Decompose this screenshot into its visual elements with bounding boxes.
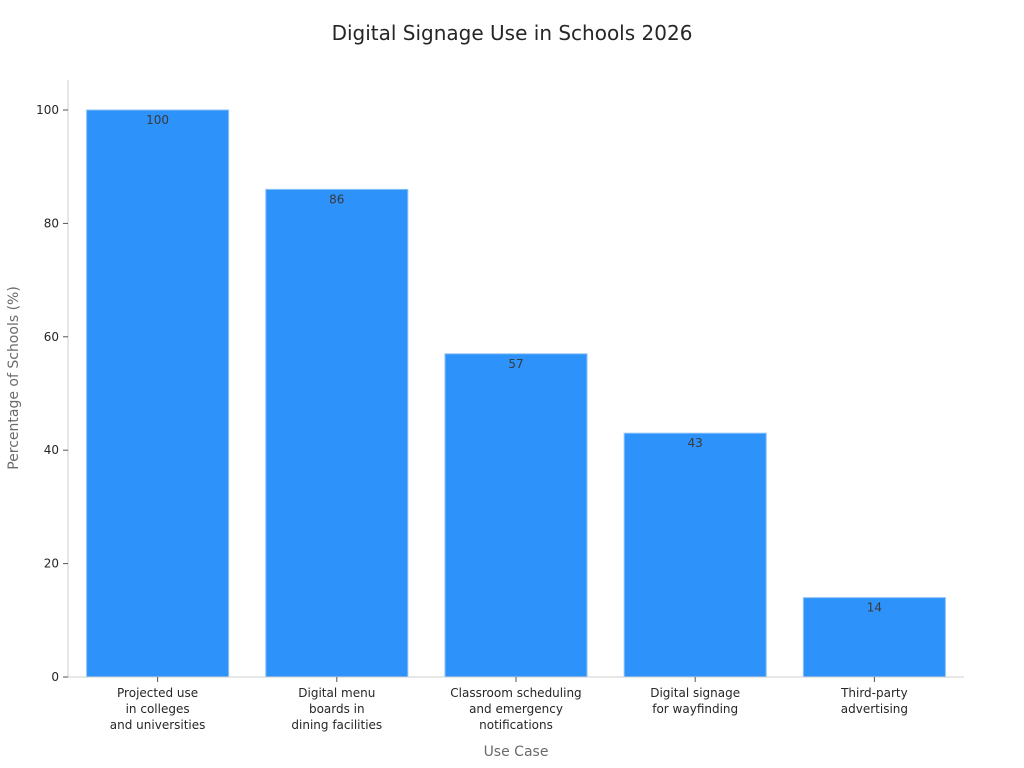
bar-3 bbox=[623, 432, 767, 678]
y-tick-label-3: 60 bbox=[44, 330, 59, 344]
data-label-0: 100 bbox=[146, 113, 169, 127]
y-tick-label-4: 80 bbox=[44, 216, 59, 230]
bars-group bbox=[86, 109, 946, 678]
x-tick-label-2: Classroom scheduling and emergency notific… bbox=[450, 686, 581, 732]
data-label-2: 57 bbox=[508, 357, 523, 371]
data-label-1: 86 bbox=[329, 192, 344, 206]
x-tick-label-4: Third-party advertising bbox=[840, 686, 908, 716]
x-tick-label-1: Digital menu boards in dining facilities bbox=[291, 686, 382, 732]
bar-4 bbox=[802, 597, 946, 678]
bar-0 bbox=[86, 109, 230, 678]
bar-2 bbox=[444, 353, 588, 678]
y-tick-label-5: 100 bbox=[36, 103, 59, 117]
y-axis-label: Percentage of Schools (%) bbox=[6, 286, 22, 470]
x-tick-label-3: Digital signage for wayfinding bbox=[650, 686, 740, 716]
data-labels-group: 100 86 57 43 14 bbox=[146, 113, 882, 615]
x-ticks-group: Projected use in colleges and universities… bbox=[110, 677, 908, 732]
y-tick-label-0: 0 bbox=[51, 670, 59, 684]
chart-title: Digital Signage Use in Schools 2026 bbox=[332, 21, 693, 45]
y-ticks-group: 0 20 40 60 80 100 bbox=[36, 103, 68, 684]
bar-1 bbox=[265, 188, 409, 678]
y-tick-label-1: 20 bbox=[44, 557, 59, 571]
x-tick-label-0: Projected use in colleges and universities bbox=[110, 686, 206, 732]
y-tick-label-2: 40 bbox=[44, 443, 59, 457]
data-label-4: 14 bbox=[867, 601, 882, 615]
x-axis-label: Use Case bbox=[484, 744, 549, 760]
data-label-3: 43 bbox=[688, 436, 703, 450]
